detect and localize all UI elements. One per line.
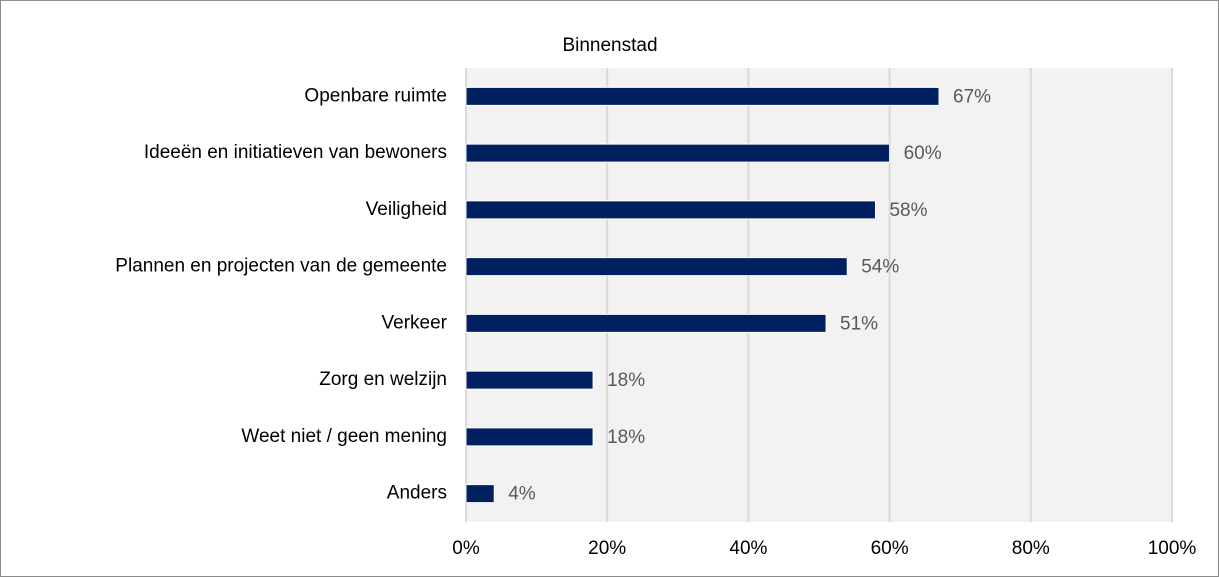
x-tick-label: 20% — [588, 538, 626, 559]
x-tick-label: 0% — [452, 538, 480, 559]
y-tick-label: Anders — [387, 483, 447, 504]
data-label: 67% — [953, 86, 991, 107]
data-label: 54% — [861, 257, 899, 278]
x-tick-label: 80% — [1012, 538, 1050, 559]
x-tick-label: 100% — [1148, 538, 1197, 559]
chart-title: Binnenstad — [562, 35, 657, 56]
bar — [465, 200, 876, 220]
x-tick-label: 60% — [871, 538, 909, 559]
x-tick-label: 40% — [729, 538, 767, 559]
data-label: 4% — [508, 484, 536, 505]
data-label: 51% — [840, 313, 878, 334]
data-label: 58% — [889, 200, 927, 221]
y-tick-label: Openbare ruimte — [304, 85, 447, 106]
y-tick-label: Weet niet / geen mening — [241, 426, 447, 447]
y-tick-label: Zorg en welzijn — [319, 369, 447, 390]
data-label: 60% — [904, 143, 942, 164]
bar — [465, 427, 594, 447]
bar — [465, 370, 594, 390]
y-tick-label: Ideeën en initiatieven van bewoners — [144, 142, 447, 163]
bar — [465, 257, 848, 277]
y-tick-label: Verkeer — [382, 312, 448, 333]
data-label: 18% — [607, 370, 645, 391]
bar — [465, 86, 940, 106]
bar — [465, 484, 495, 504]
y-tick-label: Veiligheid — [366, 199, 447, 220]
plot-area — [466, 68, 1172, 522]
bar — [465, 313, 827, 333]
bar — [465, 143, 891, 163]
data-label: 18% — [607, 427, 645, 448]
y-tick-label: Plannen en projecten van de gemeente — [115, 256, 447, 277]
